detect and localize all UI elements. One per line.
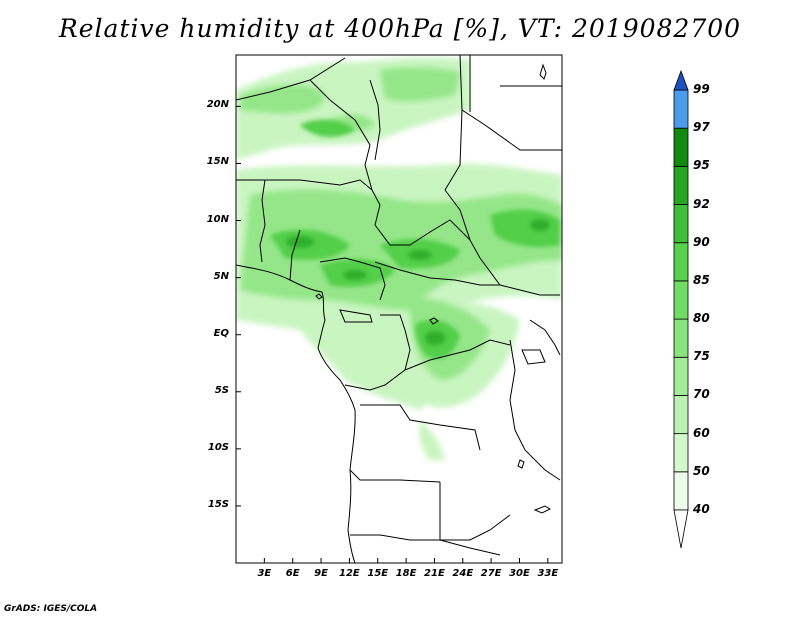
colorbar-box <box>673 318 689 358</box>
colorbar-label: 97 <box>693 120 710 135</box>
colorbar-label: 99 <box>693 82 710 96</box>
colorbar-label: 40 <box>693 502 710 516</box>
colorbar-box <box>673 356 689 396</box>
colorbar-box <box>673 127 689 167</box>
lon-label: 15E <box>367 568 389 579</box>
lat-label: 10S <box>207 441 229 453</box>
lat-label: 15N <box>206 156 229 168</box>
lon-label: 24E <box>452 568 474 579</box>
lat-label: 5N <box>213 270 229 282</box>
coastlines-and-borders <box>236 55 562 563</box>
lon-label: 21E <box>424 568 445 579</box>
humidity-field <box>236 57 562 460</box>
lon-label: 9E <box>314 568 328 579</box>
colorbar-label: 90 <box>693 234 710 249</box>
page-title: Relative humidity at 400hPa [%], VT: 201… <box>58 14 742 43</box>
axis-ticks <box>236 105 549 563</box>
lon-label: 12E <box>339 568 360 579</box>
colorbar <box>673 69 689 549</box>
lat-label: 20N <box>206 99 229 111</box>
plot-frame <box>235 54 563 564</box>
colorbar-label: 80 <box>693 311 710 326</box>
lon-label: 3E <box>257 568 272 579</box>
colorbar-box <box>673 395 689 435</box>
colorbar-box <box>673 433 689 473</box>
colorbar-box <box>673 89 689 129</box>
colorbar-label: 50 <box>693 463 710 478</box>
colorbar-box <box>673 242 689 282</box>
lat-label: 10N <box>206 213 229 225</box>
colorbar-label: 92 <box>693 196 710 211</box>
lon-label: 30E <box>509 568 530 579</box>
colorbar-label: 85 <box>693 272 710 287</box>
colorbar-label: 95 <box>693 158 710 173</box>
lat-label: 5S <box>214 384 229 396</box>
colorbar-label: 70 <box>693 387 710 402</box>
grads-credit: GrADS: IGES/COLA <box>4 604 98 614</box>
lon-label: 6E <box>285 568 300 579</box>
lat-label: EQ <box>213 327 229 339</box>
lon-label: 27E <box>480 568 502 579</box>
colorbar-box <box>673 471 689 511</box>
colorbar-over-arrow <box>673 69 689 91</box>
colorbar-box <box>673 165 689 205</box>
colorbar-under-arrow <box>673 509 689 549</box>
lat-label: 15S <box>207 498 229 510</box>
colorbar-box <box>673 280 689 320</box>
lon-label: 18E <box>395 568 417 579</box>
colorbar-label: 75 <box>693 349 710 364</box>
colorbar-label: 60 <box>693 425 710 440</box>
lon-label: 33E <box>537 568 559 579</box>
colorbar-box <box>673 204 689 244</box>
